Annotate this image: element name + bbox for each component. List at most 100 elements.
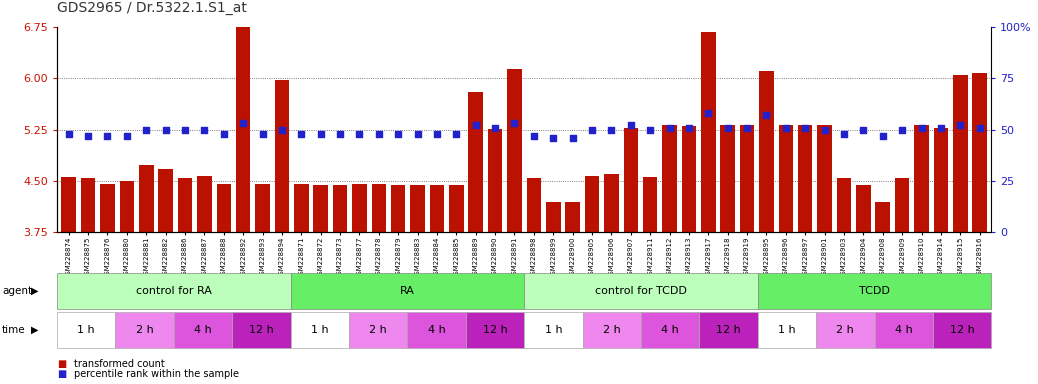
- Point: [545, 135, 562, 141]
- Point: [409, 131, 426, 137]
- Text: 4 h: 4 h: [661, 324, 679, 335]
- Text: 12 h: 12 h: [483, 324, 508, 335]
- Point: [429, 131, 445, 137]
- Point: [855, 127, 872, 133]
- Point: [913, 124, 930, 131]
- Bar: [720, 125, 735, 232]
- Bar: [508, 70, 522, 232]
- Bar: [778, 125, 793, 232]
- Bar: [468, 92, 483, 232]
- Bar: [313, 185, 328, 232]
- Point: [60, 131, 77, 137]
- Bar: [933, 127, 948, 232]
- Bar: [817, 125, 831, 232]
- Bar: [255, 184, 270, 232]
- Bar: [604, 174, 619, 232]
- Text: RA: RA: [400, 286, 415, 296]
- Point: [525, 133, 542, 139]
- Bar: [197, 176, 212, 232]
- Point: [80, 133, 97, 139]
- Text: 12 h: 12 h: [716, 324, 741, 335]
- Point: [312, 131, 329, 137]
- Point: [641, 127, 658, 133]
- Point: [351, 131, 367, 137]
- Point: [700, 110, 716, 116]
- Text: 1 h: 1 h: [545, 324, 563, 335]
- Bar: [566, 202, 580, 232]
- Text: 2 h: 2 h: [837, 324, 854, 335]
- Point: [176, 127, 193, 133]
- Text: time: time: [2, 324, 26, 335]
- Bar: [488, 129, 502, 232]
- Bar: [526, 177, 541, 232]
- Bar: [352, 184, 366, 232]
- Bar: [101, 184, 115, 232]
- Bar: [391, 185, 406, 232]
- Point: [777, 124, 794, 131]
- Point: [235, 120, 251, 126]
- Text: 2 h: 2 h: [136, 324, 154, 335]
- Point: [816, 127, 832, 133]
- Bar: [139, 165, 154, 232]
- Text: GDS2965 / Dr.5322.1.S1_at: GDS2965 / Dr.5322.1.S1_at: [57, 2, 247, 15]
- Bar: [177, 177, 192, 232]
- Point: [565, 135, 581, 141]
- Bar: [372, 184, 386, 232]
- Point: [274, 127, 291, 133]
- Text: TCDD: TCDD: [859, 286, 890, 296]
- Text: 4 h: 4 h: [428, 324, 445, 335]
- Point: [216, 131, 233, 137]
- Point: [623, 122, 639, 129]
- Bar: [895, 177, 909, 232]
- Point: [332, 131, 349, 137]
- Point: [719, 124, 736, 131]
- Bar: [584, 176, 599, 232]
- Bar: [217, 184, 231, 232]
- Bar: [701, 31, 715, 232]
- Text: 2 h: 2 h: [603, 324, 621, 335]
- Point: [661, 124, 678, 131]
- Point: [952, 122, 968, 129]
- Bar: [740, 125, 755, 232]
- Point: [874, 133, 891, 139]
- Point: [583, 127, 600, 133]
- Bar: [662, 125, 677, 232]
- Bar: [236, 27, 250, 232]
- Bar: [275, 80, 290, 232]
- Bar: [837, 177, 851, 232]
- Point: [681, 124, 698, 131]
- Text: 1 h: 1 h: [78, 324, 95, 335]
- Bar: [333, 185, 348, 232]
- Bar: [798, 125, 813, 232]
- Text: ▶: ▶: [31, 324, 38, 335]
- Bar: [643, 177, 657, 232]
- Bar: [624, 127, 638, 232]
- Point: [603, 127, 620, 133]
- Point: [100, 133, 116, 139]
- Point: [739, 124, 756, 131]
- Bar: [875, 202, 890, 232]
- Bar: [953, 75, 967, 232]
- Point: [487, 124, 503, 131]
- Point: [371, 131, 387, 137]
- Text: percentile rank within the sample: percentile rank within the sample: [74, 369, 239, 379]
- Point: [158, 127, 174, 133]
- Point: [293, 131, 309, 137]
- Bar: [856, 185, 871, 232]
- Bar: [973, 73, 987, 232]
- Point: [507, 120, 523, 126]
- Point: [972, 124, 988, 131]
- Point: [467, 122, 484, 129]
- Bar: [682, 126, 696, 232]
- Point: [836, 131, 852, 137]
- Bar: [914, 125, 929, 232]
- Bar: [159, 169, 173, 232]
- Bar: [61, 177, 76, 232]
- Bar: [294, 184, 308, 232]
- Text: 1 h: 1 h: [778, 324, 796, 335]
- Text: control for TCDD: control for TCDD: [595, 286, 687, 296]
- Bar: [81, 178, 95, 232]
- Bar: [759, 71, 773, 232]
- Text: ▶: ▶: [31, 286, 38, 296]
- Text: control for RA: control for RA: [136, 286, 212, 296]
